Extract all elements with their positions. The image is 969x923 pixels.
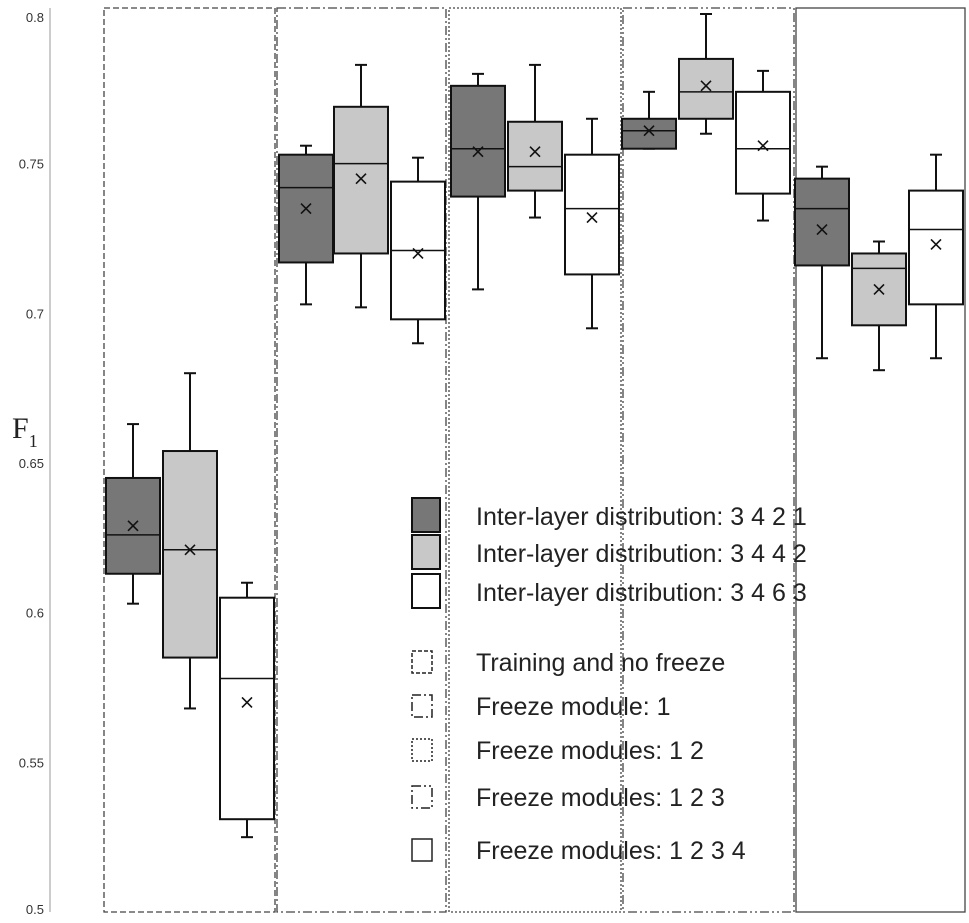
- y-tick-label: 0.65: [19, 456, 44, 471]
- group-frame: [448, 7, 622, 913]
- box: [794, 177, 850, 267]
- mean-marker-stroke: [816, 223, 828, 236]
- y-tick-label: 0.7: [26, 306, 44, 321]
- legend-swatch: [411, 534, 441, 570]
- box: [908, 189, 964, 306]
- box: [162, 450, 218, 659]
- y-tick-label: 0.8: [26, 10, 44, 25]
- box-series: [105, 13, 964, 839]
- mean-marker-stroke: [586, 211, 598, 224]
- mean-marker-stroke: [930, 238, 942, 251]
- y-axis-title-subscript: 1: [29, 431, 38, 451]
- box: [450, 84, 506, 198]
- y-axis-title: F1: [12, 412, 38, 451]
- y-tick-labels: 0.5 0.55 0.6 0.65 0.7 0.75 0.8: [19, 10, 44, 917]
- y-axis-title-main: F: [12, 412, 29, 445]
- box: [678, 57, 734, 120]
- legend-swatch: [411, 497, 441, 533]
- mean-marker: [757, 140, 769, 152]
- mean-marker: [816, 223, 828, 236]
- y-tick-label: 0.55: [19, 755, 44, 770]
- legend-label: Inter-layer distribution: 3 4 2 1: [476, 503, 807, 531]
- legend-frame-swatch: [411, 838, 433, 862]
- mean-marker: [241, 696, 253, 709]
- group-frame: [795, 7, 966, 913]
- legend-frame-swatch: [411, 694, 433, 718]
- mean-marker-stroke: [529, 146, 541, 158]
- mean-marker-stroke: [472, 146, 484, 158]
- box: [507, 120, 563, 192]
- mean-marker-stroke: [873, 283, 885, 295]
- mean-marker-stroke: [127, 520, 139, 532]
- mean-marker: [930, 238, 942, 251]
- mean-marker: [355, 173, 367, 185]
- mean-marker: [529, 146, 541, 158]
- box: [333, 105, 389, 255]
- group-frames: [103, 7, 966, 913]
- mean-marker-stroke: [355, 173, 367, 185]
- y-axis: 0.5 0.55 0.6 0.65 0.7 0.75 0.8 F1: [12, 8, 51, 917]
- mean-marker: [586, 211, 598, 224]
- mean-marker: [412, 247, 424, 260]
- mean-marker-stroke: [643, 125, 655, 137]
- box: [621, 117, 677, 150]
- y-tick-label: 0.6: [26, 606, 44, 621]
- legend-label: Inter-layer distribution: 3 4 4 2: [476, 540, 807, 568]
- legend-label: Freeze modules: 1 2 3 4: [476, 837, 746, 865]
- box: [735, 90, 791, 195]
- legend-frame-swatch: [411, 738, 433, 762]
- mean-marker-stroke: [241, 696, 253, 709]
- mean-marker-stroke: [300, 203, 312, 215]
- mean-marker: [700, 80, 712, 92]
- group-frame: [103, 7, 276, 913]
- legend-swatch: [411, 573, 441, 609]
- mean-marker: [127, 520, 139, 532]
- y-tick-label: 0.5: [26, 902, 44, 917]
- mean-marker: [643, 125, 655, 137]
- legend-label: Inter-layer distribution: 3 4 6 3: [476, 579, 807, 607]
- legend-label: Freeze modules: 1 2: [476, 737, 704, 765]
- legend-label: Training and no freeze: [476, 649, 725, 677]
- legend-frame-swatch: [411, 785, 433, 809]
- mean-marker-stroke: [412, 247, 424, 260]
- box: [219, 596, 275, 821]
- mean-marker: [873, 283, 885, 295]
- y-tick-label: 0.75: [19, 157, 44, 172]
- legend-label: Freeze modules: 1 2 3: [476, 784, 725, 812]
- legend-label: Freeze module: 1: [476, 693, 671, 721]
- mean-marker: [472, 146, 484, 158]
- mean-marker-stroke: [184, 544, 196, 556]
- mean-marker-stroke: [757, 140, 769, 152]
- group-frame: [622, 7, 795, 913]
- group-frame: [276, 7, 447, 913]
- mean-marker: [300, 203, 312, 215]
- mean-marker: [184, 544, 196, 556]
- legend-frame-swatch: [411, 650, 433, 674]
- legend: Inter-layer distribution: 3 4 2 1 Inter-l…: [411, 497, 807, 865]
- mean-marker-stroke: [700, 80, 712, 92]
- box: [564, 153, 620, 276]
